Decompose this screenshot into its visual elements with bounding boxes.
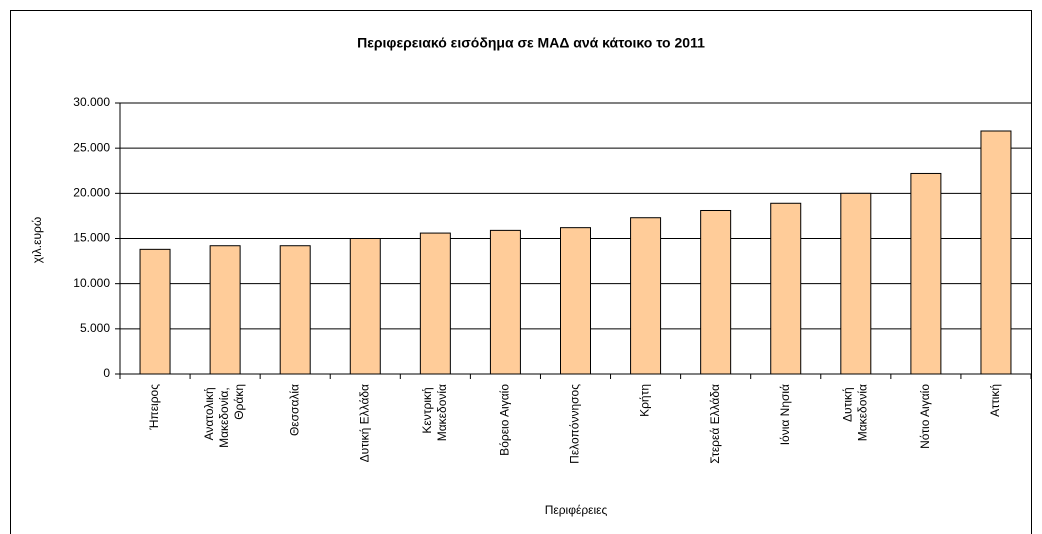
x-tick-label: Ιόνια Νησιά bbox=[778, 384, 792, 445]
y-tick-label: 0 bbox=[103, 366, 110, 380]
x-tick-label: Θεσσαλία bbox=[287, 384, 301, 436]
x-tick-label: Νότιο Αιγαίο bbox=[918, 384, 932, 449]
bar bbox=[419, 232, 451, 375]
x-tick-label: Κεντρική Μακεδονία bbox=[420, 384, 449, 441]
bar bbox=[630, 217, 662, 375]
x-tick-label: Ανατολική Μακεδονία, Θράκη bbox=[202, 384, 246, 448]
bar bbox=[700, 209, 732, 375]
x-tick-label: Δυτική Ελλάδα bbox=[357, 384, 371, 462]
bar bbox=[139, 248, 171, 375]
x-tick-label: Αττική bbox=[988, 384, 1002, 417]
bar bbox=[209, 245, 241, 375]
chart-title: Περιφερειακό εισόδημα σε ΜΑΔ ανά κάτοικο… bbox=[357, 35, 705, 51]
bar bbox=[349, 238, 381, 375]
bar bbox=[980, 130, 1012, 375]
y-tick-label: 10.000 bbox=[73, 276, 110, 290]
bar bbox=[910, 172, 942, 375]
x-tick-label: Πελοπόννησος bbox=[568, 384, 582, 464]
x-axis-title: Περιφέρειες bbox=[545, 503, 608, 517]
bar bbox=[560, 227, 591, 375]
x-tick-label: Δυτική Μακεδονία bbox=[840, 384, 869, 441]
y-tick-label: 15.000 bbox=[73, 231, 110, 245]
y-tick-label: 25.000 bbox=[73, 140, 110, 154]
bar bbox=[840, 192, 872, 375]
bar bbox=[489, 229, 521, 375]
x-tick-label: Στερεά Ελλάδα bbox=[708, 384, 722, 464]
y-tick-label: 20.000 bbox=[73, 186, 110, 200]
y-tick-label: 30.000 bbox=[73, 95, 110, 109]
x-tick-label: Βόρειο Αιγαίο bbox=[498, 384, 512, 456]
bar bbox=[770, 202, 802, 375]
x-tick-label: Ήπειρος bbox=[147, 384, 161, 431]
y-tick-label: 5.000 bbox=[80, 321, 110, 335]
bar bbox=[279, 245, 311, 375]
y-axis-title: χιλ.ευρώ bbox=[30, 217, 44, 263]
x-tick-label: Κρήτη bbox=[638, 384, 652, 417]
